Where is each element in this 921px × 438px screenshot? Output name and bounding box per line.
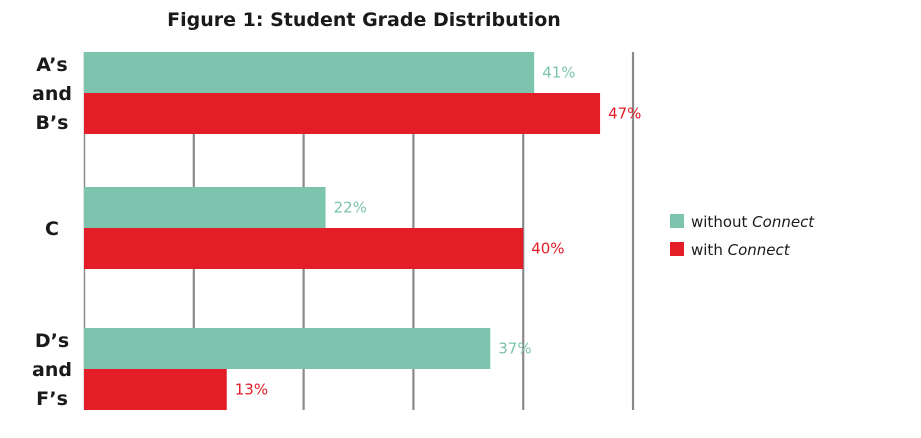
legend-swatch-without-connect	[670, 214, 684, 228]
bar-with-connect-ab	[84, 93, 601, 134]
bar-with-connect-df	[84, 369, 227, 410]
chart-title: Figure 1: Student Grade Distribution	[167, 9, 561, 31]
bar-without-connect-df	[84, 328, 491, 369]
bars	[84, 52, 601, 410]
category-label-c: C	[45, 218, 59, 240]
legend-swatch-with-connect	[670, 242, 684, 256]
value-label-without-connect-c: 22%	[334, 199, 367, 217]
value-label-without-connect-df: 37%	[498, 340, 531, 358]
legend-label-with-connect: with Connect	[691, 241, 791, 259]
value-label-with-connect-c: 40%	[531, 240, 564, 258]
value-label-with-connect-ab: 47%	[608, 105, 641, 123]
value-label-without-connect-ab: 41%	[542, 64, 575, 82]
bar-with-connect-c	[84, 228, 524, 269]
category-label-ab: A’s and B’s	[32, 54, 72, 134]
legend-label-without-connect: without Connect	[691, 213, 815, 231]
category-labels: A’s and B’s C D’s and F’s	[32, 54, 72, 410]
bar-without-connect-ab	[84, 52, 535, 93]
bar-without-connect-c	[84, 187, 326, 228]
legend: without Connect with Connect	[670, 213, 815, 259]
value-labels: 41% 47% 22% 40% 37% 13%	[235, 64, 642, 399]
category-label-df: D’s and F’s	[32, 330, 72, 410]
value-label-with-connect-df: 13%	[235, 381, 268, 399]
